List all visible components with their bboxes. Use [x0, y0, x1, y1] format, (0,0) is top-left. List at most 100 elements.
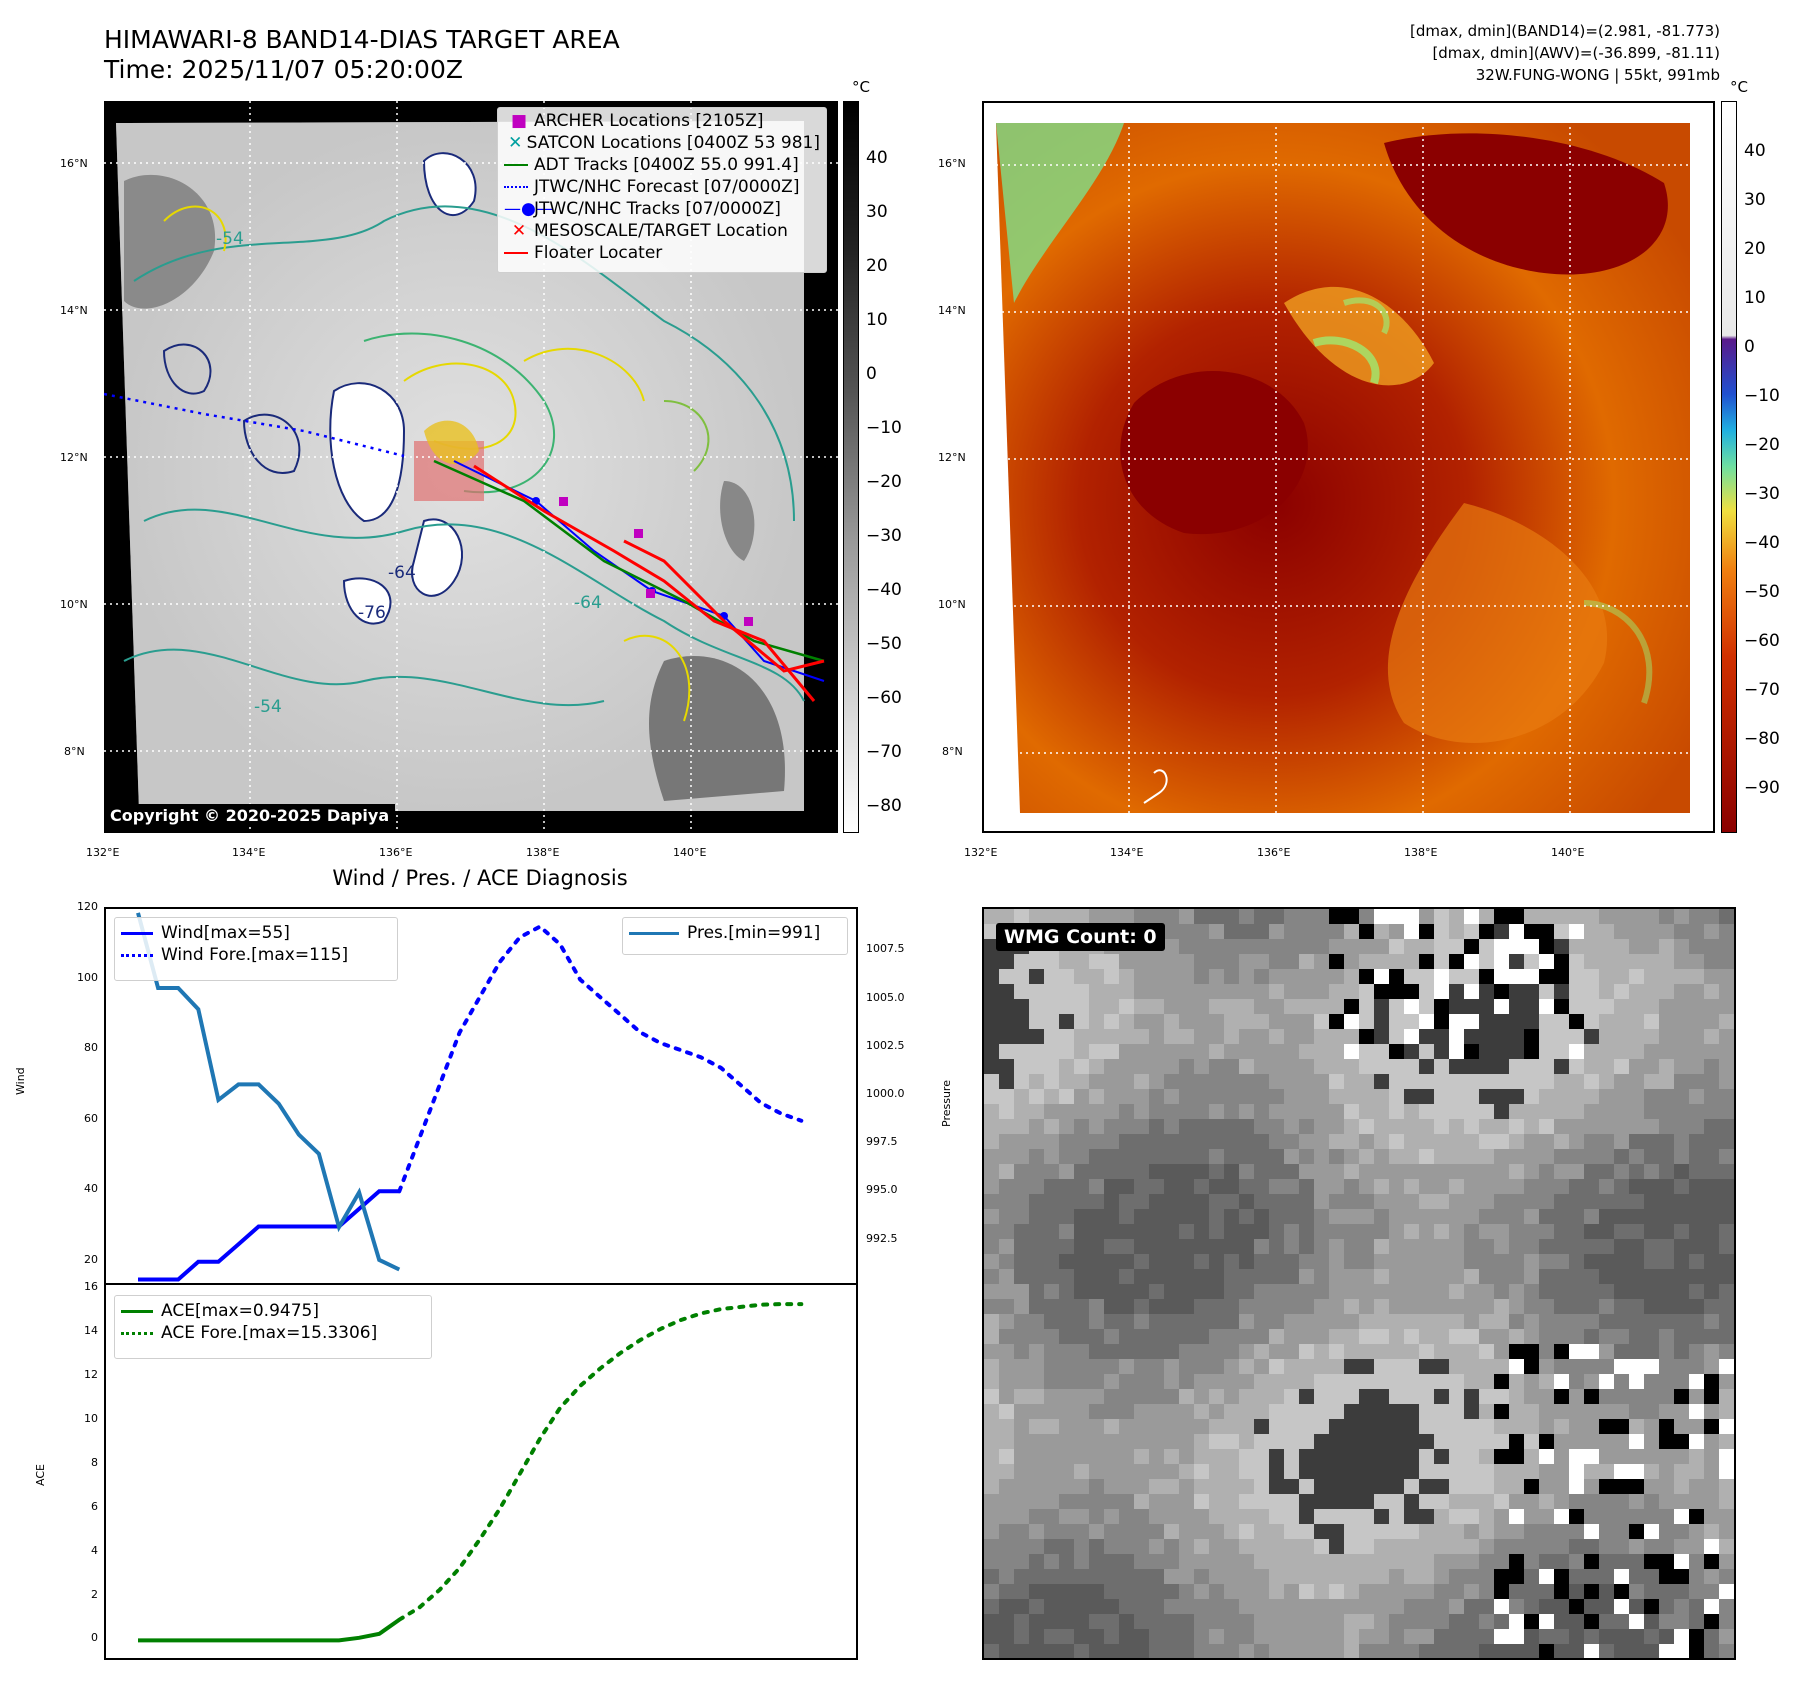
lon-tick: 140°E: [1551, 846, 1585, 859]
ace-plot: [138, 1302, 804, 1643]
lon-tick: 136°E: [379, 846, 413, 859]
lat-tick: 16°N: [938, 157, 966, 170]
cbar-tick: 0: [1744, 337, 1755, 357]
cbar-tick: 40: [866, 148, 888, 168]
cbar-tick: 20: [866, 256, 888, 276]
series-line-0: [138, 1189, 400, 1282]
y-tick-label: 997.5: [866, 1135, 898, 1149]
y-tick-label: 1005.0: [866, 990, 905, 1004]
cbar-tick: −10: [866, 418, 902, 438]
y-tick-label: 100: [77, 970, 98, 984]
copyright-label: Copyright © 2020-2025 Dapiya: [104, 804, 396, 827]
pres-legend: Pres.[min=991]: [622, 917, 848, 955]
cbar-tick: 30: [866, 202, 888, 222]
legend-item-satcon: ✕ SATCON Locations [0400Z 53 981]: [508, 133, 820, 153]
legend-item-mesoscale: ✕ MESOSCALE/TARGET Location: [511, 221, 788, 241]
figure-title-line2: Time: 2025/11/07 05:20:00Z: [104, 55, 463, 84]
y-tick-label: 12: [84, 1368, 98, 1382]
map-legend: ■ ARCHER Locations [2105Z] ✕ SATCON Locati…: [497, 107, 827, 273]
cbar-tick: 10: [1744, 288, 1766, 308]
wind-legend: Wind[max=55] Wind Fore.[max=115]: [114, 917, 398, 981]
lon-tick: 138°E: [526, 846, 560, 859]
wind-pressure-panel: Wind[max=55] Wind Fore.[max=115] Pres.[m…: [104, 907, 858, 1285]
wind-ylabel: Wind: [14, 1067, 27, 1095]
info-line2: [dmax, dmin](AWV)=(-36.899, -81.11): [1432, 44, 1720, 62]
lat-tick: 10°N: [60, 598, 88, 611]
cbar-tick: −70: [1744, 680, 1780, 700]
lon-tick: 138°E: [1404, 846, 1438, 859]
y-tick-label: 1002.5: [866, 1038, 905, 1052]
legend-item-floater: Floater Locater: [504, 242, 820, 264]
lat-tick: 12°N: [60, 451, 88, 464]
legend-item-jtwc-forecast: JTWC/NHC Forecast [07/0000Z]: [504, 176, 820, 198]
y-tick-label: 40: [84, 1182, 98, 1196]
lat-tick: 16°N: [60, 157, 88, 170]
legend-item-wind: Wind[max=55]: [121, 922, 391, 944]
wmg-image: [984, 909, 1734, 1658]
cbar-right-unit: °C: [1730, 78, 1748, 96]
lat-tick: 8°N: [942, 745, 963, 758]
y-tick-label: 2: [91, 1587, 98, 1601]
contour-label: -64: [388, 563, 416, 583]
contour-label: -54: [254, 697, 282, 717]
lat-tick: 14°N: [60, 304, 88, 317]
cbar-tick: −10: [1744, 386, 1780, 406]
cbar-tick: −90: [1744, 778, 1780, 798]
lon-tick: 140°E: [673, 846, 707, 859]
cbar-tick: −40: [866, 580, 902, 600]
wmg-panel: WMG Count: 0: [982, 907, 1736, 1660]
pres-yticks: 1007.5 1005.0 1002.5 1000.0 997.5 995.0 992.5: [866, 907, 946, 1285]
info-line1: [dmax, dmin](BAND14)=(2.981, -81.773): [1409, 22, 1720, 40]
contour-label: -64: [574, 593, 602, 613]
y-tick-label: 80: [84, 1041, 98, 1055]
band14-map-panel: -54 -64 -76 -54 -64 ■ ARCHER Locations [2…: [104, 101, 838, 833]
y-tick-label: 1000.0: [866, 1087, 905, 1100]
cbar-tick: −30: [866, 526, 902, 546]
series-line-0: [138, 1618, 401, 1643]
wmg-count-label: WMG Count: 0: [996, 923, 1165, 951]
y-tick-label: 0: [91, 1631, 98, 1645]
y-tick-label: 10: [84, 1412, 98, 1426]
series-line-2: [136, 912, 401, 1272]
y-tick-label: 8: [91, 1455, 98, 1469]
cbar-left-ticks: 40 30 20 10 0 −10 −20 −30 −40 −50 −60 −7…: [866, 101, 906, 833]
cbar-tick: −60: [1744, 631, 1780, 651]
y-tick-label: 1007.5: [866, 942, 905, 956]
contour-label: -76: [358, 603, 386, 623]
info-line3: 32W.FUNG-WONG | 55kt, 991mb: [1475, 66, 1720, 84]
lon-tick: 132°E: [964, 846, 998, 859]
y-tick-label: 20: [84, 1252, 98, 1266]
lon-tick: 136°E: [1257, 846, 1291, 859]
y-tick-label: 992.5: [866, 1231, 898, 1245]
y-tick-label: 60: [84, 1111, 98, 1125]
legend-item-pres: Pres.[min=991]: [629, 922, 841, 944]
legend-item-ace: ACE[max=0.9475]: [121, 1300, 425, 1322]
wind-yticks: 120 100 80 60 40 20: [40, 900, 98, 1285]
cbar-tick: −80: [866, 796, 902, 816]
cbar-left: [843, 101, 859, 833]
cbar-tick: −80: [1744, 729, 1780, 749]
contour-label: -54: [216, 229, 244, 249]
cbar-tick: −50: [866, 634, 902, 654]
cbar-tick: 30: [1744, 190, 1766, 210]
legend-item-jtwc-tracks: —●— JTWC/NHC Tracks [07/0000Z]: [504, 199, 781, 219]
y-tick-label: 4: [91, 1543, 98, 1557]
cbar-tick: −20: [1744, 435, 1780, 455]
lat-tick: 10°N: [938, 598, 966, 611]
y-tick-label: 14: [84, 1324, 98, 1338]
y-tick-label: 120: [77, 900, 98, 913]
ace-yticks: 16 14 12 10 8 6 4 2 0: [40, 1280, 98, 1660]
lat-tick: 12°N: [938, 451, 966, 464]
lon-tick: 132°E: [86, 846, 120, 859]
lon-tick: 134°E: [232, 846, 266, 859]
y-tick-label: 6: [91, 1499, 98, 1513]
lon-tick: 134°E: [1110, 846, 1144, 859]
diag-title: Wind / Pres. / ACE Diagnosis: [332, 866, 628, 890]
series-line-1: [397, 924, 804, 1194]
lat-tick: 8°N: [64, 745, 85, 758]
cbar-tick: −30: [1744, 484, 1780, 504]
cbar-tick: −50: [1744, 582, 1780, 602]
cbar-tick: 20: [1744, 239, 1766, 259]
cbar-tick: 40: [1744, 141, 1766, 161]
figure-title-line1: HIMAWARI-8 BAND14-DIAS TARGET AREA: [104, 25, 620, 54]
